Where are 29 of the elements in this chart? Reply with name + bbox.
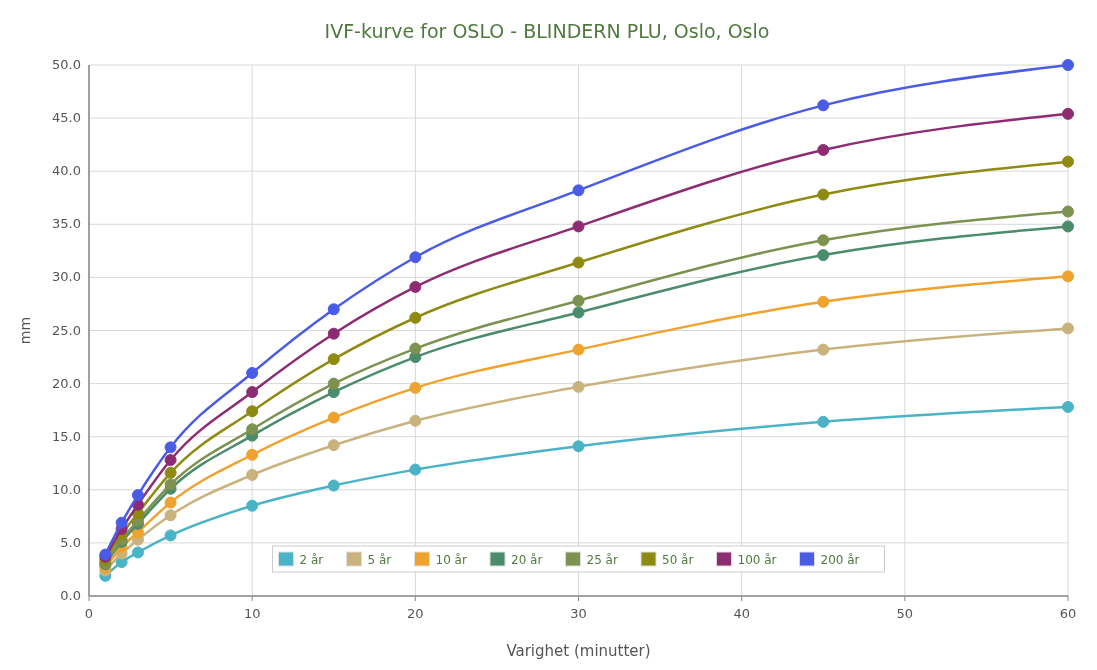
x-tick-label: 30	[570, 606, 587, 621]
y-tick-label: 40.0	[52, 163, 81, 179]
chart-title: IVF-kurve for OSLO - BLINDERN PLU, Oslo, Oslo	[324, 20, 770, 42]
y-axis-title: mm	[17, 316, 33, 345]
legend-label: 50 år	[662, 553, 694, 567]
legend-label: 5 år	[367, 553, 392, 567]
y-tick-label: 15.0	[52, 428, 81, 444]
y-tick-label: 0.0	[60, 588, 81, 603]
y-tick-label: 20.0	[52, 375, 81, 391]
x-axis-title: Varighet (minutter)	[506, 642, 651, 660]
y-tick-label: 30.0	[52, 269, 81, 285]
x-tick-label: 10	[243, 606, 261, 621]
y-tick-label: 50.0	[52, 57, 81, 72]
legend-label: 200 år	[820, 553, 860, 567]
x-tick-label: 20	[407, 606, 424, 621]
x-tick-label: 40	[733, 606, 750, 621]
y-tick-label: 5.0	[60, 534, 81, 550]
y-tick-label: 25.0	[52, 322, 81, 338]
legend-label: 25 år	[586, 553, 618, 567]
legend-label: 10 år	[435, 553, 467, 567]
legend-label: 100 år	[737, 553, 777, 567]
x-tick-label: 60	[1059, 606, 1077, 621]
x-tick-label: 0	[84, 606, 94, 621]
y-tick-label: 35.0	[52, 216, 81, 232]
y-tick-label: 10.0	[52, 481, 81, 497]
legend-label: 2 år	[299, 553, 324, 567]
x-tick-label: 50	[896, 606, 914, 621]
legend-label: 20 år	[511, 553, 543, 567]
y-tick-label: 45.0	[52, 110, 81, 126]
